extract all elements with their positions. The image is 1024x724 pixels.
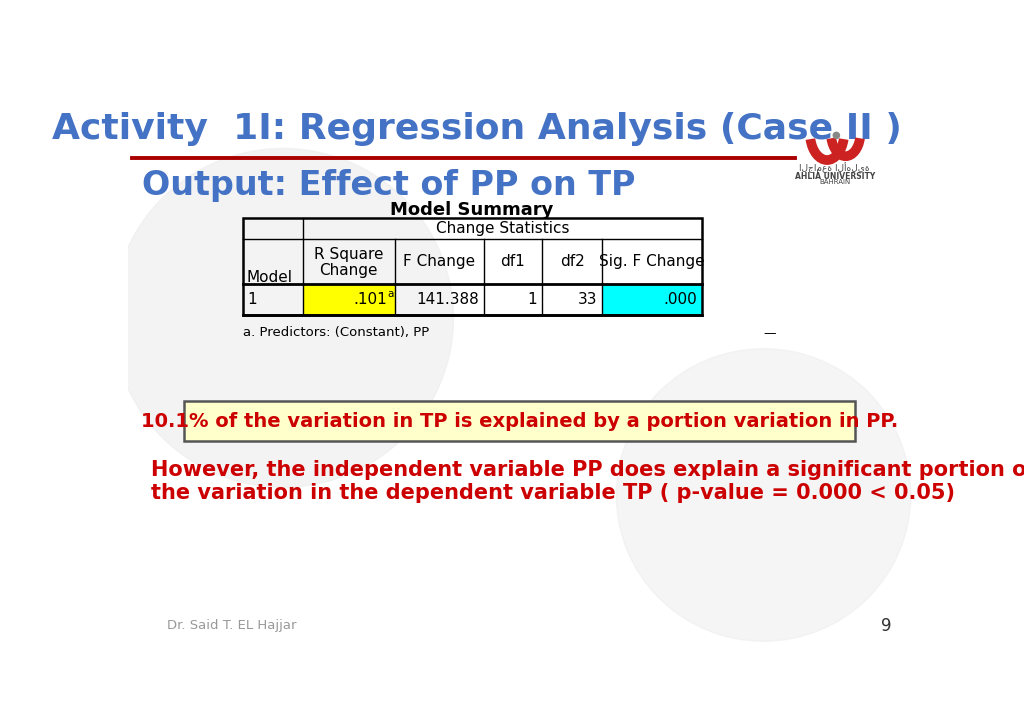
Text: 141.388: 141.388 <box>417 292 479 307</box>
Text: F Change: F Change <box>403 254 475 269</box>
Text: Change: Change <box>319 263 378 278</box>
Text: Change Statistics: Change Statistics <box>435 221 569 236</box>
Text: a. Predictors: (Constant), PP: a. Predictors: (Constant), PP <box>243 326 429 339</box>
Text: .000: .000 <box>664 292 697 307</box>
Circle shape <box>834 132 840 138</box>
Circle shape <box>616 349 910 641</box>
Text: Model Summary: Model Summary <box>390 201 554 219</box>
Text: الجامعة الأهلية: الجامعة الأهلية <box>800 162 870 173</box>
Text: However, the independent variable PP does explain a significant portion of: However, the independent variable PP doe… <box>152 460 1024 480</box>
Text: —: — <box>764 327 776 340</box>
Text: .101: .101 <box>353 292 387 307</box>
Text: the variation in the dependent variable TP ( p-value = 0.000 < 0.05): the variation in the dependent variable … <box>152 484 955 503</box>
Text: 33: 33 <box>579 292 598 307</box>
Text: df1: df1 <box>501 254 525 269</box>
Text: Sig. F Change: Sig. F Change <box>599 254 705 269</box>
Text: R Square: R Square <box>314 248 384 263</box>
Text: 9: 9 <box>881 617 891 635</box>
Text: Dr. Said T. EL Hajjar: Dr. Said T. EL Hajjar <box>167 619 296 632</box>
Text: AHLIA UNIVERSITY: AHLIA UNIVERSITY <box>795 172 874 180</box>
Text: 1: 1 <box>248 292 257 307</box>
Text: Model: Model <box>247 270 293 285</box>
Text: Output: Effect of PP on TP: Output: Effect of PP on TP <box>142 169 636 202</box>
Bar <box>602 284 701 315</box>
Text: BAHRAIN: BAHRAIN <box>819 180 850 185</box>
Text: 1: 1 <box>527 292 538 307</box>
Bar <box>243 218 701 315</box>
FancyBboxPatch shape <box>183 401 855 441</box>
Text: df2: df2 <box>560 254 585 269</box>
Text: 10.1% of the variation in TP is explained by a portion variation in PP.: 10.1% of the variation in TP is explaine… <box>140 411 898 431</box>
Text: Activity  1I: Regression Analysis (Case II ): Activity 1I: Regression Analysis (Case I… <box>52 112 902 146</box>
Bar <box>303 284 394 315</box>
Text: a: a <box>388 289 394 299</box>
Circle shape <box>113 148 454 487</box>
